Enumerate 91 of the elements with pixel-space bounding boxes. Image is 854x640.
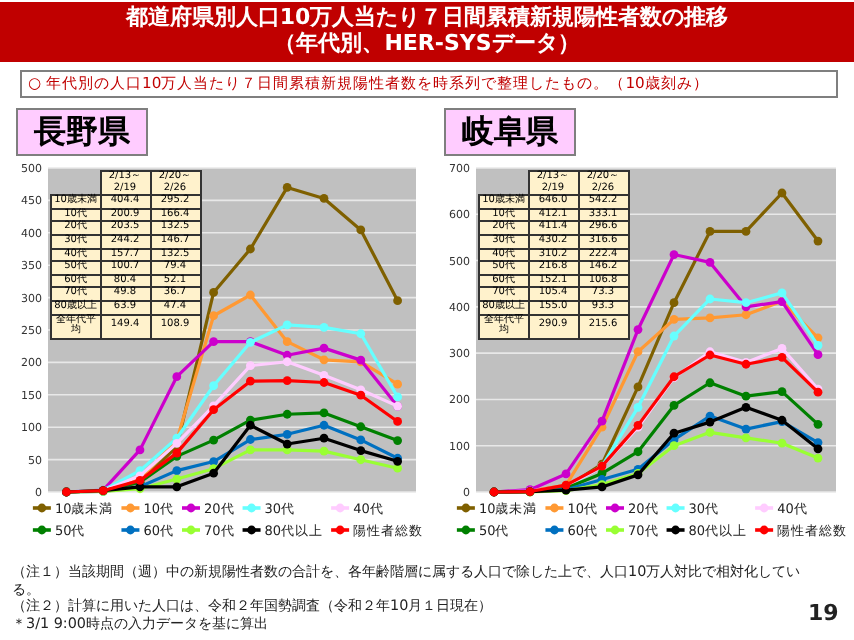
point (356, 435, 366, 445)
point (319, 433, 329, 443)
point (246, 376, 255, 386)
point (777, 288, 787, 298)
point (356, 225, 366, 235)
point (813, 350, 823, 360)
point (393, 379, 402, 389)
point (633, 447, 643, 457)
point (777, 344, 787, 353)
point (633, 347, 643, 357)
point (393, 296, 402, 306)
point (209, 288, 218, 297)
point (669, 331, 679, 341)
point (282, 429, 292, 439)
text: 19 (808, 600, 839, 626)
point (813, 444, 823, 454)
point (246, 435, 255, 444)
point (597, 416, 607, 426)
point (356, 390, 366, 400)
point (209, 457, 218, 466)
point (705, 227, 715, 236)
point (741, 391, 751, 401)
point (741, 310, 751, 320)
point (172, 466, 182, 476)
point (741, 433, 751, 443)
point (172, 372, 182, 382)
point (813, 341, 823, 350)
point (741, 227, 751, 236)
point (741, 424, 751, 434)
point (705, 258, 715, 267)
point (777, 387, 787, 397)
point (393, 417, 402, 426)
point (669, 441, 679, 451)
point (319, 355, 329, 365)
point (246, 290, 255, 300)
point (135, 445, 145, 455)
point (246, 420, 255, 430)
point (813, 236, 823, 246)
text: 都道府県別人口10万人当たり７日間累積新規陽性者数の推移 (123, 4, 731, 30)
point (209, 337, 218, 347)
point (777, 352, 787, 362)
point (319, 343, 329, 353)
point (319, 194, 329, 203)
point (282, 337, 292, 347)
point (282, 320, 292, 330)
point (282, 439, 292, 449)
point (282, 376, 292, 385)
point (209, 435, 218, 445)
point (282, 183, 292, 192)
point (669, 314, 679, 324)
point (777, 438, 787, 448)
point (282, 357, 292, 367)
point (246, 361, 255, 371)
point (356, 422, 366, 432)
chart-title: 長野県 (16, 108, 148, 156)
point (246, 244, 255, 254)
point (246, 445, 255, 455)
point (209, 381, 218, 391)
point (319, 408, 329, 418)
point (633, 402, 643, 412)
point (393, 392, 402, 402)
point (705, 427, 715, 437)
point (356, 455, 366, 465)
text: （年代別、HER-SYSデータ） (272, 30, 582, 56)
point (777, 188, 787, 198)
point (319, 420, 329, 430)
point (705, 313, 715, 323)
point (633, 382, 643, 392)
point (319, 378, 329, 387)
point (319, 323, 329, 332)
point (209, 311, 218, 321)
point (172, 474, 182, 484)
point (282, 409, 292, 419)
point (561, 469, 571, 479)
point (705, 378, 715, 388)
chart-title: 岐阜県 (444, 108, 576, 156)
point (741, 402, 751, 412)
point (669, 401, 679, 410)
point (813, 453, 823, 463)
point (172, 482, 182, 492)
point (669, 298, 679, 308)
point (669, 250, 679, 259)
point (319, 446, 329, 456)
point (356, 329, 366, 339)
point (356, 446, 366, 455)
point (633, 325, 643, 334)
point (813, 419, 823, 429)
point (669, 428, 679, 438)
point (393, 436, 402, 445)
point (705, 294, 715, 304)
point (705, 417, 715, 427)
